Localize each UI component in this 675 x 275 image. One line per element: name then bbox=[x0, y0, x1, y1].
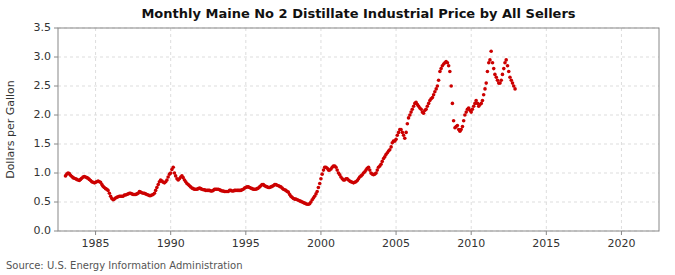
point bbox=[315, 190, 319, 194]
point bbox=[437, 78, 441, 82]
tick bbox=[54, 144, 58, 145]
tick bbox=[54, 231, 58, 232]
point bbox=[481, 99, 485, 103]
grid-line bbox=[58, 202, 659, 203]
grid-line bbox=[546, 28, 547, 231]
chart: 0.0 0.5 1.0 1.5 2.0 2.5 3.0 3.5 1985 1990 1995 2000… bbox=[0, 0, 675, 275]
tick bbox=[245, 231, 246, 235]
point bbox=[394, 138, 398, 142]
point bbox=[406, 122, 410, 126]
tick-label: 0.5 bbox=[34, 195, 52, 208]
point bbox=[320, 172, 324, 176]
tick-label: 1990 bbox=[157, 237, 185, 250]
tick-label: 1.5 bbox=[34, 137, 52, 150]
points bbox=[64, 49, 517, 206]
tick-label: 2.0 bbox=[34, 108, 52, 121]
point bbox=[488, 58, 492, 62]
tick bbox=[95, 231, 96, 235]
tick-label: 2.5 bbox=[34, 79, 52, 92]
tick-label: 1985 bbox=[82, 237, 110, 250]
point bbox=[462, 119, 466, 123]
tick-label: 1995 bbox=[232, 237, 260, 250]
grid-line bbox=[58, 115, 659, 116]
grid-line bbox=[170, 28, 171, 231]
grid-line bbox=[58, 144, 659, 145]
point bbox=[461, 125, 465, 129]
point bbox=[491, 61, 495, 65]
point bbox=[318, 182, 322, 186]
point bbox=[171, 165, 175, 169]
point bbox=[501, 73, 505, 77]
point bbox=[504, 58, 508, 62]
point bbox=[484, 81, 488, 85]
point bbox=[169, 171, 173, 175]
point bbox=[499, 78, 503, 82]
point bbox=[489, 49, 493, 53]
tick bbox=[170, 231, 171, 235]
tick bbox=[471, 231, 472, 235]
point bbox=[506, 64, 510, 68]
tick bbox=[546, 231, 547, 235]
tick-label: 0.0 bbox=[34, 224, 52, 237]
grid-line bbox=[58, 57, 659, 58]
point bbox=[492, 67, 496, 71]
point bbox=[317, 186, 321, 190]
tick-label: 2010 bbox=[457, 237, 485, 250]
point bbox=[404, 131, 408, 135]
tick-label: 2005 bbox=[382, 237, 410, 250]
tick-label: 2020 bbox=[607, 237, 635, 250]
tick bbox=[621, 231, 622, 235]
grid bbox=[58, 28, 659, 231]
tick-label: 3.0 bbox=[34, 50, 52, 63]
point bbox=[451, 102, 455, 106]
point bbox=[486, 70, 490, 74]
point bbox=[482, 93, 486, 97]
tick bbox=[320, 231, 321, 235]
tick-label: 2015 bbox=[532, 237, 560, 250]
tick bbox=[54, 28, 58, 29]
point bbox=[319, 177, 323, 181]
grid-line bbox=[58, 173, 659, 174]
axis-label: Dollars per Gallon bbox=[4, 80, 17, 179]
point bbox=[389, 145, 393, 149]
point bbox=[456, 124, 460, 128]
tick-label: 2000 bbox=[307, 237, 335, 250]
grid-line bbox=[621, 28, 622, 231]
tick bbox=[54, 173, 58, 174]
plot-frame bbox=[58, 28, 659, 231]
point bbox=[449, 84, 453, 88]
point bbox=[483, 87, 487, 91]
grid-line bbox=[58, 86, 659, 87]
title: Monthly Maine No 2 Distillate Industrial… bbox=[141, 6, 575, 21]
axes: 0.0 0.5 1.0 1.5 2.0 2.5 3.0 3.5 1985 1990 1995 2000… bbox=[34, 21, 660, 250]
grid-line bbox=[471, 28, 472, 231]
tick-label: 3.5 bbox=[34, 21, 52, 34]
point bbox=[448, 70, 452, 74]
point bbox=[436, 84, 440, 88]
tick bbox=[54, 57, 58, 58]
point bbox=[447, 64, 451, 68]
point bbox=[502, 67, 506, 71]
grid-line bbox=[320, 28, 321, 231]
tick bbox=[54, 86, 58, 87]
point bbox=[403, 136, 407, 140]
tick bbox=[54, 202, 58, 203]
grid-line bbox=[396, 28, 397, 231]
point bbox=[507, 70, 511, 74]
point bbox=[513, 87, 517, 91]
tick bbox=[54, 115, 58, 116]
grid-line bbox=[245, 28, 246, 231]
grid-line bbox=[95, 28, 96, 231]
plot-area bbox=[58, 28, 659, 231]
tick-label: 1.0 bbox=[34, 166, 52, 179]
annotation: Source: U.S. Energy Information Administ… bbox=[6, 260, 243, 271]
tick bbox=[396, 231, 397, 235]
point bbox=[452, 119, 456, 123]
